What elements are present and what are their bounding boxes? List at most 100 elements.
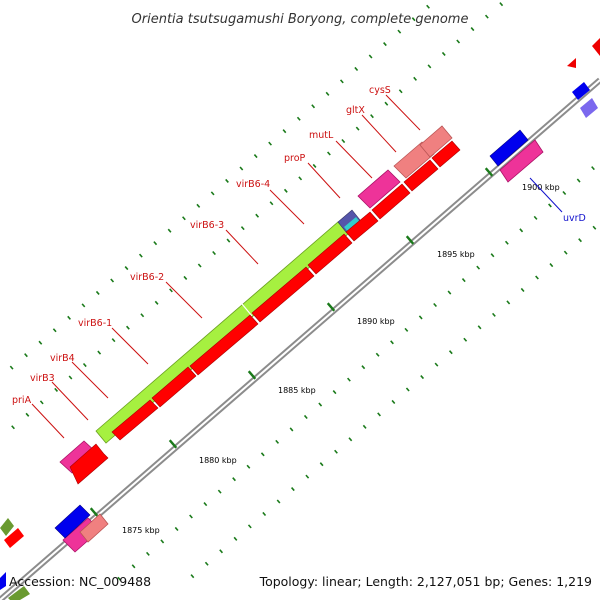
cds-arrow-4[interactable]: [189, 314, 259, 376]
tick-dash: [68, 375, 73, 380]
tick-dash: [492, 312, 496, 317]
tick-dash: [506, 300, 511, 305]
tick-dash: [397, 29, 402, 34]
tick-dash: [138, 253, 143, 258]
tick-dash: [426, 4, 430, 9]
bottom-left-olive-feature: [8, 586, 30, 600]
left-blue-feature[interactable]: [54, 504, 91, 539]
map-title: Orientia tsutsugamushi Boryong, complete…: [132, 12, 469, 27]
tick-dash: [411, 17, 416, 22]
cds-arrow-6[interactable]: [307, 233, 353, 275]
virB4-leader: [71, 361, 109, 399]
tick-dash: [217, 489, 222, 494]
tick-dash: [290, 487, 295, 492]
tick-dash: [433, 302, 437, 308]
gene-label-mutL: mutL: [309, 130, 334, 141]
major-tick: [484, 167, 494, 177]
tick-dash: [174, 526, 179, 532]
tick-dash: [204, 561, 209, 566]
cds-arrow-2[interactable]: [111, 399, 159, 441]
tick-dash: [447, 290, 452, 295]
tick-dash: [504, 240, 509, 245]
tick-dash: [318, 402, 323, 407]
tick-dash: [255, 213, 260, 218]
virB6-1-leader: [111, 327, 149, 365]
cds-arrow-8[interactable]: [371, 183, 411, 220]
tick-dash: [434, 362, 439, 367]
tick-dash: [283, 188, 288, 193]
cds-arrow-10[interactable]: [431, 140, 461, 168]
tick-dash: [390, 340, 394, 345]
cds-arrow-left: [4, 528, 24, 548]
tick-dash: [549, 263, 554, 268]
tick-dash: [117, 576, 122, 581]
cysS-feature[interactable]: [419, 125, 453, 158]
tick-dash: [282, 129, 287, 134]
tick-dash: [212, 251, 216, 256]
tick-dash: [368, 54, 373, 59]
tick-dash: [260, 452, 265, 457]
tick-dash: [332, 390, 337, 395]
tick-dash: [189, 514, 193, 519]
tick-dash: [196, 203, 201, 208]
tick-dash: [341, 139, 346, 144]
gene-label-virB3: virB3: [30, 373, 55, 384]
gene-label-proP: proP: [284, 153, 306, 164]
tick-dash: [124, 266, 129, 271]
tick-dash: [289, 427, 294, 432]
major-tick: [247, 370, 257, 380]
mutL-feature[interactable]: [357, 169, 401, 209]
cds-arrow-3[interactable]: [151, 366, 197, 408]
tick-marks: [9, 2, 597, 581]
cds-arrow-1[interactable]: [69, 443, 109, 485]
genome-backbone-highlight: [0, 79, 600, 600]
tick-dash: [405, 387, 410, 392]
major-tick: [168, 439, 178, 449]
virB6-3-leader: [225, 229, 259, 265]
tick-dash: [276, 499, 281, 504]
tick-dash: [125, 325, 130, 330]
tick-dash: [97, 350, 102, 355]
tick-dash: [160, 539, 165, 544]
major-tick: [326, 302, 336, 312]
tick-dash: [370, 114, 374, 119]
tick-dash: [484, 14, 489, 19]
tick-dash: [110, 278, 115, 283]
cds-arrow-9[interactable]: [403, 159, 439, 192]
left-salmon-feature[interactable]: [79, 513, 109, 543]
virB6-4-leader: [269, 189, 305, 225]
tick-dash: [11, 425, 15, 430]
uvrD-blue-feature[interactable]: [489, 129, 529, 167]
uvrD-leader: [529, 177, 563, 213]
tick-dash: [140, 313, 145, 318]
tick-dash: [82, 362, 87, 368]
cds-arrow-7[interactable]: [345, 211, 379, 242]
tick-dash: [95, 290, 100, 295]
tick-dash: [169, 288, 173, 293]
left-olive-feature: [0, 518, 14, 536]
tick-dash: [562, 190, 567, 196]
right-red-marker: [567, 58, 576, 68]
tick-dash: [470, 27, 475, 32]
tick-dash: [52, 328, 57, 333]
right-blue-feature: [572, 82, 590, 100]
tick-dash: [520, 287, 525, 293]
tick-dash: [219, 549, 224, 554]
tick-dash: [418, 315, 423, 320]
tick-dash: [476, 265, 481, 270]
gene-label-cysS: cysS: [369, 85, 391, 96]
tick-dash: [334, 449, 338, 454]
tick-dash: [319, 462, 324, 467]
tick-dash: [246, 464, 251, 469]
cds-arrow-5[interactable]: [251, 266, 315, 323]
tick-dash: [312, 163, 317, 168]
tick-dash: [25, 412, 30, 417]
tick-dash: [311, 104, 316, 109]
tick-dash: [153, 241, 158, 246]
uvrD-magenta-feature[interactable]: [499, 139, 544, 183]
gene-label-virB4: virB4: [50, 353, 75, 364]
major-tick: [89, 507, 99, 517]
virB3-leader: [51, 381, 89, 421]
tick-dash: [325, 91, 330, 96]
